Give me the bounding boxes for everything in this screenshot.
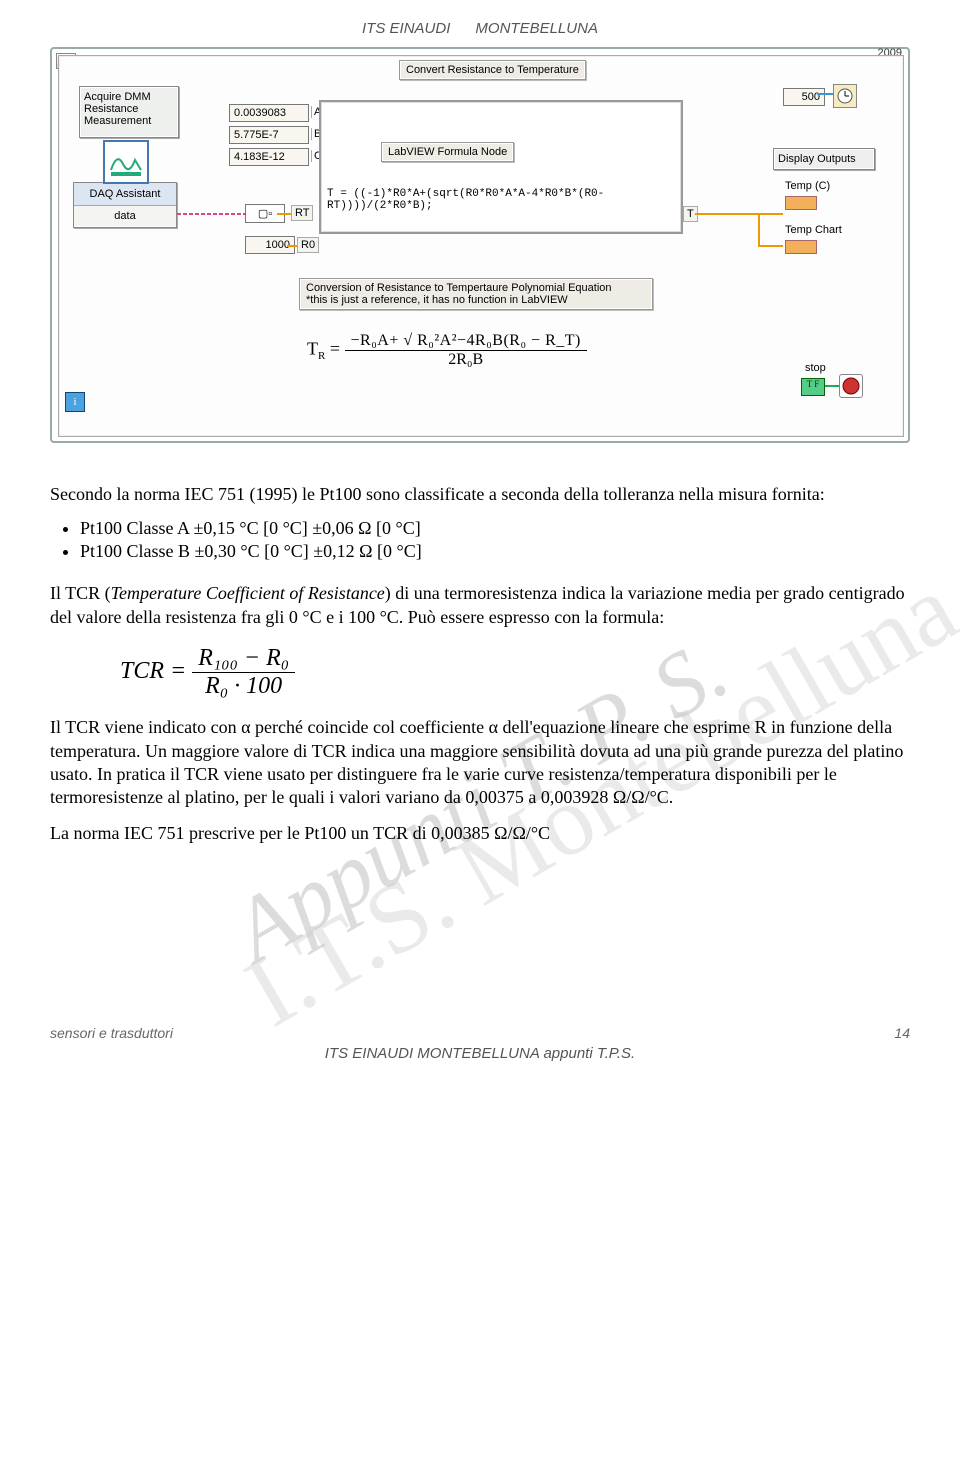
terminal-rt-label: RT <box>291 205 313 221</box>
temp-c-label: Temp (C) <box>785 180 830 192</box>
acquire-dmm-label: Acquire DMM Resistance Measurement <box>79 86 179 138</box>
conversion-reference-box: Conversion of Resistance to Tempertaure … <box>299 278 653 310</box>
tcr-num: R₁₀₀ − R₀ <box>198 645 289 671</box>
tcr-den: R₀ · 100 <box>205 673 282 699</box>
stop-label: stop <box>805 362 826 374</box>
footer-left: sensori e trasduttori <box>50 1025 173 1041</box>
page-footer: sensori e trasduttori 14 ITS EINAUDI MON… <box>50 1025 910 1062</box>
header-right: MONTEBELLUNA <box>475 20 598 37</box>
paragraph-intro: Secondo la norma IEC 751 (1995) le Pt100… <box>50 483 910 506</box>
tcr-text-a: Il TCR ( <box>50 583 111 603</box>
tcr-lhs: TCR = <box>120 658 186 684</box>
terminal-t-output: T <box>683 206 698 222</box>
formula-node-label: LabVIEW Formula Node <box>381 142 514 162</box>
eq-equals: = <box>330 339 345 359</box>
list-item: Pt100 Classe B ±0,30 °C [0 °C] ±0,12 Ω [… <box>80 541 910 562</box>
display-outputs-label: Display Outputs <box>773 148 875 170</box>
formula-node-frame: LabVIEW Formula Node T = ((-1)*R0*A+(sqr… <box>319 100 683 234</box>
tcr-formula: TCR = R₁₀₀ − R₀ R₀ · 100 <box>120 645 295 700</box>
daq-data-output: data <box>74 206 176 226</box>
constant-c: 4.183E-12 <box>229 148 309 166</box>
title-convert-box: Convert Resistance to Temperature <box>399 60 586 80</box>
footer-center: ITS EINAUDI MONTEBELLUNA appunti T.P.S. <box>50 1045 910 1062</box>
header-left: ITS EINAUDI <box>362 20 450 37</box>
wait-ms-icon <box>833 84 857 108</box>
daq-assistant-node: DAQ Assistant data <box>73 182 177 228</box>
tcr-italic: Temperature Coefficient of Resistance <box>111 583 385 603</box>
paragraph-iec751: La norma IEC 751 prescrive per le Pt100 … <box>50 822 910 845</box>
equation-tr: TR = −R₀A+ √ R₀²A²−4R₀B(R₀ − R_T) 2R₀B <box>307 332 587 369</box>
eq-denominator: 2R₀B <box>345 351 587 369</box>
daq-assistant-title: DAQ Assistant <box>74 183 176 206</box>
temp-c-indicator-icon <box>785 196 817 215</box>
paragraph-tcr-alpha: Il TCR viene indicato con α perché coinc… <box>50 716 910 810</box>
stop-button-icon <box>839 374 863 398</box>
paragraph-tcr-intro: Il TCR (Temperature Coefficient of Resis… <box>50 582 910 629</box>
daq-icon <box>103 140 149 184</box>
constant-r0: 1000 <box>245 236 295 254</box>
list-item: Pt100 Classe A ±0,15 °C [0 °C] ±0,06 Ω [… <box>80 518 910 539</box>
temp-chart-label: Temp Chart <box>785 224 842 236</box>
terminal-r0-label: R0 <box>297 237 319 253</box>
wait-constant-500: 500 <box>783 88 825 106</box>
stop-terminal: T F <box>801 378 825 396</box>
while-loop-frame: Convert Resistance to Temperature Acquir… <box>58 55 904 437</box>
footer-page-number: 14 <box>894 1025 910 1041</box>
constant-b: 5.775E-7 <box>229 126 309 144</box>
constant-a: 0.0039083 <box>229 104 309 122</box>
index-array-icon: ▢▫ <box>245 204 285 223</box>
temp-chart-indicator-icon <box>785 240 817 259</box>
tolerance-list: Pt100 Classe A ±0,15 °C [0 °C] ±0,06 Ω [… <box>80 518 910 562</box>
eq-lhs-sub: R <box>318 350 325 362</box>
labview-diagram-outer: 2009 Convert Resistance to Temperature A… <box>50 47 910 443</box>
page-header: ITS EINAUDI MONTEBELLUNA <box>50 20 910 37</box>
eq-numerator: −R₀A+ √ R₀²A²−4R₀B(R₀ − R_T) <box>345 332 587 351</box>
eq-lhs: T <box>307 339 318 359</box>
loop-iteration-i-icon: i <box>65 392 85 412</box>
formula-code-text: T = ((-1)*R0*A+(sqrt(R0*R0*A*A-4*R0*B*(R… <box>327 188 675 212</box>
